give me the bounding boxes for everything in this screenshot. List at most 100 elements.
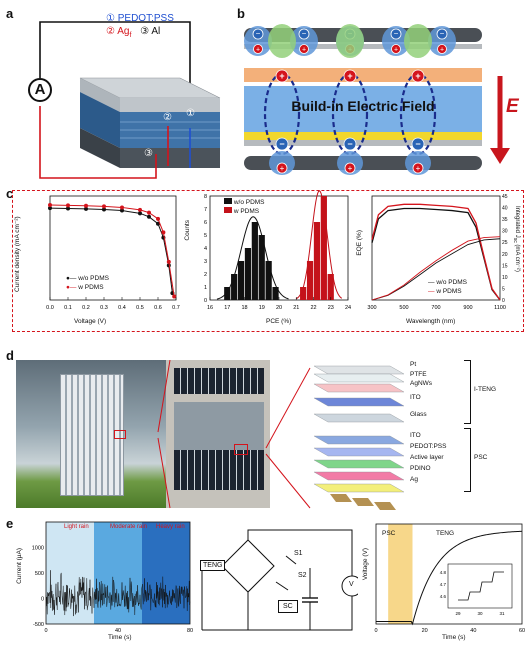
pce-xtick-label: 23 <box>328 305 334 311</box>
zoom-lines <box>157 360 311 509</box>
pce-legend-wo: w/o PDMS <box>224 198 265 207</box>
jv-point <box>161 230 166 235</box>
pce-bar <box>306 261 314 300</box>
pce-ytick-label: 8 <box>204 194 207 200</box>
jv-legend: ●— w/o PDMS ●— w PDMS <box>66 274 109 292</box>
b-minus-charge <box>411 137 425 151</box>
legend-ag: ② Agf <box>106 26 132 39</box>
jv-point <box>147 214 151 219</box>
jv-xtick-label: 0.4 <box>118 305 126 311</box>
voltmeter-label: V <box>349 581 354 588</box>
pce-fit-curve <box>216 216 289 300</box>
eqe-series-line <box>371 236 501 301</box>
pce-ytick-label: 2 <box>204 272 207 278</box>
pce-legend-w: w PDMS <box>224 207 265 216</box>
b-minus-charge <box>275 137 289 151</box>
panel-c-frame <box>12 190 524 332</box>
jv-point <box>48 203 52 208</box>
jv-legend-wo: ●— w/o PDMS <box>66 275 109 282</box>
jv-point <box>138 211 142 216</box>
eqe-ytick-right-label: 15 <box>502 263 508 269</box>
stack-electrode <box>374 502 396 510</box>
jv-point <box>156 221 160 226</box>
voltage-chart: 0 20 40 60 29 30 31 4.8 4.7 4.6 Voltage (V) Time … <box>362 520 526 646</box>
e-label: E <box>506 96 519 117</box>
jv-point <box>66 206 70 211</box>
window-block <box>174 402 264 450</box>
voltage-svg: 0 20 40 60 29 30 31 4.8 4.7 4.6 <box>374 523 525 634</box>
eqe-ytick-right-label: 10 <box>502 275 508 281</box>
pce-ylabel: Counts <box>184 220 191 241</box>
b-minus-charge <box>252 28 264 40</box>
inset-ytick-label: 4.8 <box>440 570 447 575</box>
b-minus-charge <box>390 28 402 40</box>
pce-chart: 16 17 18 19 20 21 22 23 24 0 1 2 3 4 5 6 7 8 Counts PCE (… <box>184 190 354 330</box>
jv-ylabel: Current density (mA cm⁻²) <box>14 216 21 292</box>
eqe-ylabel-right-unit: (mA cm⁻²) <box>514 244 521 272</box>
building-icon <box>60 374 124 496</box>
b-blue-ellipse <box>428 26 456 56</box>
psc-region <box>388 524 413 624</box>
current-frame <box>45 521 191 625</box>
eqe-chart: 300 500 700 900 1100 0 5 10 15 20 25 30 35 40 45 EQE (… <box>354 190 522 330</box>
pce-xtick-label: 22 <box>310 305 316 311</box>
legend-ag-text: ② Ag <box>106 26 130 37</box>
eqe-ytick-right-label: 30 <box>502 229 508 235</box>
b-minus-charge <box>343 137 357 151</box>
b-plus-sign: + <box>347 71 352 81</box>
pce-ytick-label: 1 <box>204 285 207 291</box>
inset-ytick-label: 4.6 <box>440 594 447 599</box>
jv-point <box>48 206 52 211</box>
b-plus-sign: + <box>280 164 285 173</box>
eqe-ytick-right-label: 5 <box>502 286 505 292</box>
b-plus-charge <box>253 44 263 54</box>
jv-point <box>84 206 88 211</box>
panel-label-e: e <box>6 516 14 531</box>
layer-active: Active layer <box>410 454 444 461</box>
pce-bar <box>300 287 307 300</box>
current-ytick-label: -500 <box>33 622 44 628</box>
eqe-xtick-label: 300 <box>367 305 376 311</box>
current-xtick-label: 0 <box>44 628 47 634</box>
rain-moderate: Moderate rain <box>110 524 148 530</box>
b-plus-charge <box>412 162 424 174</box>
pce-xlabel: PCE (%) <box>266 318 292 325</box>
voltage-frame <box>375 523 523 625</box>
eqe-ylabel-right-text: Integrated J <box>514 206 521 238</box>
b-plus-charge <box>391 44 401 54</box>
jv-xtick-label: 0.6 <box>154 305 162 311</box>
marker-1: ① <box>186 108 195 119</box>
b-plus-sign: + <box>440 47 444 54</box>
inset-xtick-label: 29 <box>455 611 461 616</box>
eqe-ytick-right-label: 25 <box>502 240 508 246</box>
inset-xtick-label: 31 <box>499 611 505 616</box>
jv-point <box>147 210 151 215</box>
jv-point <box>138 207 142 212</box>
b-green-ellipse <box>404 24 432 58</box>
layers-top: Pt PTFE AgNWs ITO Glass <box>410 360 432 420</box>
pce-xtick-label: 19 <box>259 305 265 311</box>
stack-layer <box>313 397 405 407</box>
b-plus-sign: + <box>256 47 260 54</box>
legend-ag-sub: f <box>129 32 132 39</box>
jv-point <box>84 203 88 208</box>
eqe-ytick-right-label: 0 <box>502 298 505 304</box>
eqe-ytick-right-label: 45 <box>502 194 508 200</box>
eqe-series-line <box>371 238 501 301</box>
ammeter-icon: A <box>28 78 52 102</box>
eqe-series-line <box>371 203 501 301</box>
pce-legend-w-label: w PDMS <box>233 208 260 215</box>
eqe-ytick-right-label: 20 <box>502 252 508 258</box>
jv-xtick-label: 0.5 <box>136 305 144 311</box>
jv-point <box>120 205 124 210</box>
stack-layer <box>313 413 405 423</box>
eqe-legend: — w/o PDMS — w PDMS <box>428 278 467 296</box>
pce-bar <box>231 274 238 300</box>
layer-glass: Glass <box>410 411 427 419</box>
stack-layer <box>313 435 405 445</box>
b-plus-charge <box>343 69 357 83</box>
pce-xtick-label: 17 <box>224 305 230 311</box>
jv-legend-w: ●— w PDMS <box>66 284 104 291</box>
